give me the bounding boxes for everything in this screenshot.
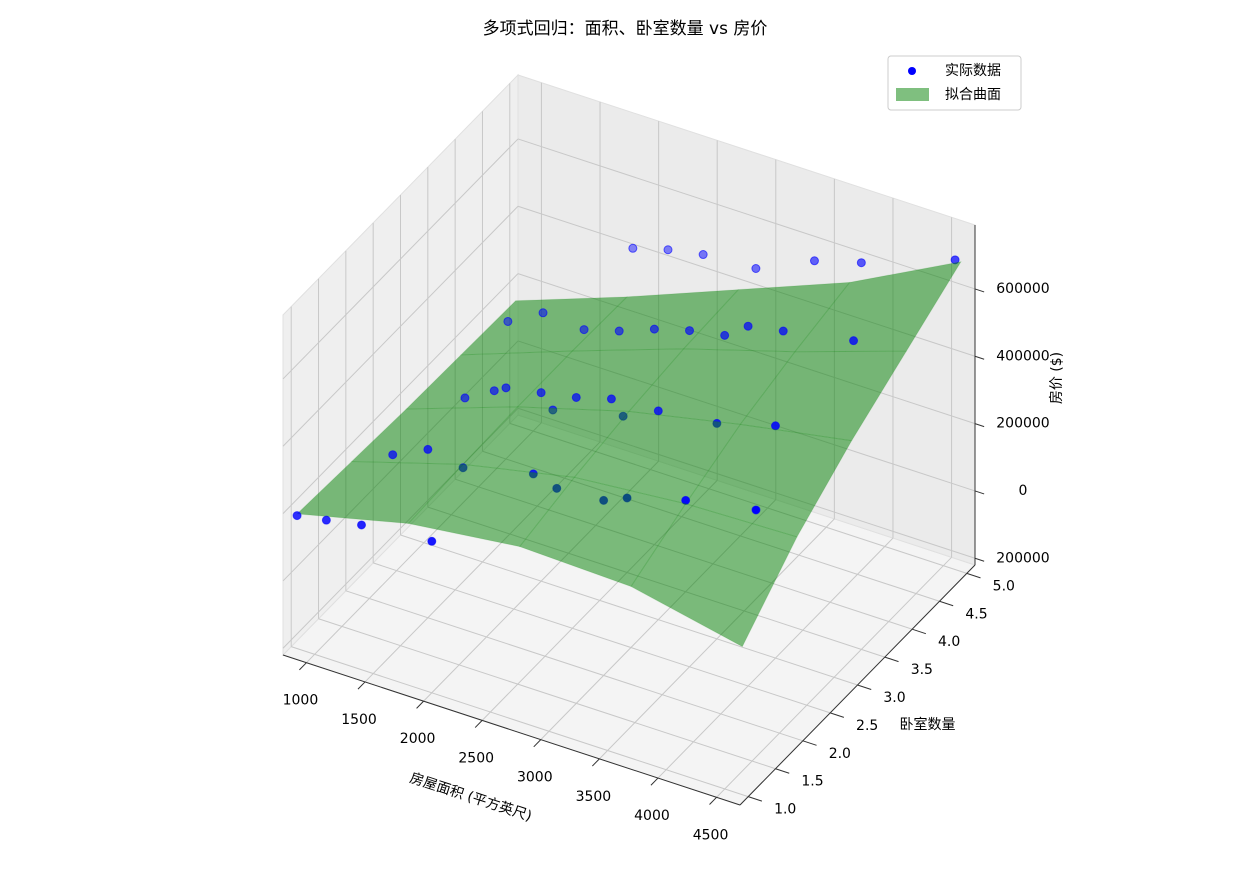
z-tick-label: 200000 <box>996 550 1049 566</box>
data-point <box>653 406 663 416</box>
x-tick-label: 2000 <box>400 731 436 747</box>
x-tick <box>357 681 366 690</box>
data-point <box>809 256 819 266</box>
data-point <box>856 258 866 268</box>
grid-line <box>373 562 831 714</box>
y-tick <box>802 740 817 746</box>
grid-line <box>282 273 519 514</box>
surface-patch <box>630 503 798 648</box>
y-tick <box>857 684 872 690</box>
data-point <box>751 505 761 515</box>
data-point <box>538 308 548 318</box>
data-point <box>751 263 761 273</box>
x-tick-label: 4000 <box>634 808 670 824</box>
y-tick-label: 1.0 <box>774 802 796 818</box>
x-tick <box>299 662 307 671</box>
data-point <box>770 421 780 431</box>
data-point <box>606 394 616 404</box>
axis-line <box>282 654 741 806</box>
z-tick <box>974 557 985 562</box>
data-point <box>849 336 859 346</box>
data-point <box>321 515 331 525</box>
z-tick-label: 600000 <box>996 281 1049 297</box>
z-tick <box>974 355 985 360</box>
x-tick <box>474 720 483 728</box>
x-tick <box>709 796 717 805</box>
y-tick-label: 3.5 <box>911 662 933 678</box>
y-tick <box>939 600 954 607</box>
data-point <box>628 243 638 253</box>
y-tick <box>966 572 981 579</box>
grid-line <box>318 618 776 770</box>
y-tick <box>775 768 790 774</box>
y-tick-label: 3.0 <box>883 690 905 706</box>
data-point <box>460 393 470 403</box>
legend-marker <box>896 88 929 101</box>
y-tick-label: 5.0 <box>993 578 1015 594</box>
z-tick <box>974 288 985 293</box>
x-tick-label: 2500 <box>458 750 494 766</box>
y-tick-label: 4.0 <box>938 634 960 650</box>
z-axis-label: 房价 ($) <box>1049 352 1065 404</box>
grid-line <box>282 138 519 380</box>
z-tick <box>974 423 985 428</box>
grid-line <box>345 590 804 742</box>
data-point <box>503 316 513 326</box>
data-point <box>698 250 708 260</box>
y-tick <box>911 628 927 635</box>
data-point <box>501 383 511 393</box>
y-tick-label: 1.5 <box>801 774 823 790</box>
data-point <box>357 520 367 530</box>
y-tick <box>884 656 899 663</box>
grid-line <box>291 646 749 798</box>
y-tick-label: 4.5 <box>965 606 987 622</box>
data-point <box>427 536 437 546</box>
data-point <box>292 511 302 521</box>
grid-line <box>282 205 519 447</box>
data-point <box>571 392 581 402</box>
z-tick-label: 0 <box>1019 483 1028 499</box>
z-tick <box>974 490 985 495</box>
x-tick-label: 1000 <box>283 693 319 709</box>
y-axis-label: 卧室数量 <box>900 716 956 733</box>
x-tick-label: 3000 <box>517 770 553 786</box>
data-point <box>489 386 499 396</box>
x-tick <box>591 758 600 767</box>
legend-label: 拟合曲面 <box>945 87 1001 103</box>
y-tick-label: 2.5 <box>856 718 878 734</box>
y-tick <box>830 712 845 718</box>
z-tick-label: 200000 <box>996 416 1049 432</box>
data-point <box>423 444 433 454</box>
x-axis-label: 房屋面积 (平方英尺) <box>408 769 534 825</box>
data-point <box>649 324 659 334</box>
data-point <box>720 330 730 340</box>
x-tick-label: 1500 <box>341 712 377 728</box>
data-point <box>614 326 624 336</box>
x-tick-label: 4500 <box>693 827 729 843</box>
chart-title: 多项式回归：面积、卧室数量 vs 房价 <box>483 19 768 39</box>
data-point <box>778 326 788 336</box>
data-point <box>536 388 546 398</box>
data-point <box>663 245 673 255</box>
data-point <box>579 325 589 335</box>
x-tick <box>533 739 542 748</box>
data-point <box>743 321 753 331</box>
x-tick-label: 3500 <box>576 789 612 805</box>
x-tick <box>416 700 424 709</box>
y-tick-label: 2.0 <box>829 746 851 762</box>
y-tick <box>748 796 763 802</box>
grid-line <box>517 138 976 290</box>
axis-line <box>739 564 976 806</box>
z-tick-label: 400000 <box>996 348 1049 364</box>
legend-label: 实际数据 <box>945 63 1001 79</box>
grid-line <box>400 534 858 686</box>
x-tick <box>650 777 659 786</box>
data-point <box>388 450 398 460</box>
data-point <box>685 326 695 336</box>
legend-marker <box>908 67 916 75</box>
